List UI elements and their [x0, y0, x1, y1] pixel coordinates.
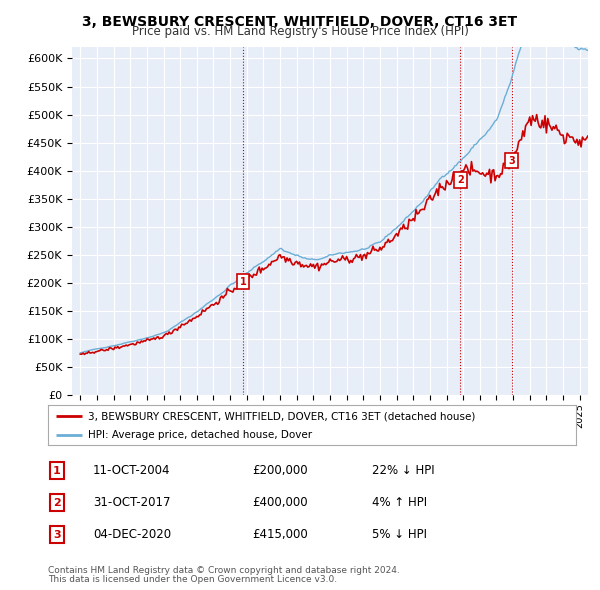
Text: £415,000: £415,000 — [252, 528, 308, 541]
Text: 1: 1 — [53, 466, 61, 476]
Text: Price paid vs. HM Land Registry's House Price Index (HPI): Price paid vs. HM Land Registry's House … — [131, 25, 469, 38]
Text: 3: 3 — [508, 156, 515, 166]
Text: 04-DEC-2020: 04-DEC-2020 — [93, 528, 171, 541]
Text: 11-OCT-2004: 11-OCT-2004 — [93, 464, 170, 477]
Text: 3, BEWSBURY CRESCENT, WHITFIELD, DOVER, CT16 3ET (detached house): 3, BEWSBURY CRESCENT, WHITFIELD, DOVER, … — [88, 411, 475, 421]
Text: £400,000: £400,000 — [252, 496, 308, 509]
Text: 2: 2 — [457, 175, 464, 185]
Text: 22% ↓ HPI: 22% ↓ HPI — [372, 464, 434, 477]
Text: This data is licensed under the Open Government Licence v3.0.: This data is licensed under the Open Gov… — [48, 575, 337, 584]
Text: 1: 1 — [240, 277, 247, 287]
Text: 4% ↑ HPI: 4% ↑ HPI — [372, 496, 427, 509]
Text: HPI: Average price, detached house, Dover: HPI: Average price, detached house, Dove… — [88, 430, 312, 440]
Text: 2: 2 — [53, 498, 61, 507]
Text: 3, BEWSBURY CRESCENT, WHITFIELD, DOVER, CT16 3ET: 3, BEWSBURY CRESCENT, WHITFIELD, DOVER, … — [82, 15, 518, 29]
Text: Contains HM Land Registry data © Crown copyright and database right 2024.: Contains HM Land Registry data © Crown c… — [48, 566, 400, 575]
Text: £200,000: £200,000 — [252, 464, 308, 477]
Text: 3: 3 — [53, 530, 61, 539]
Text: 31-OCT-2017: 31-OCT-2017 — [93, 496, 170, 509]
Text: 5% ↓ HPI: 5% ↓ HPI — [372, 528, 427, 541]
